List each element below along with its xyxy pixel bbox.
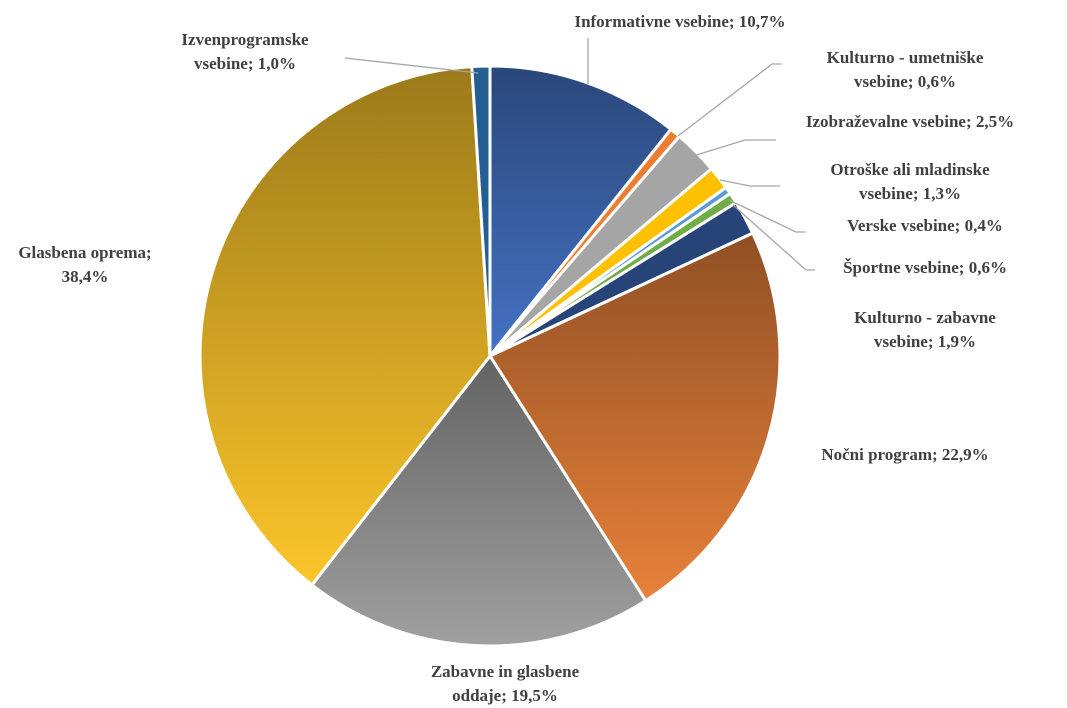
value-label: 38,4% (61, 267, 109, 286)
value-label: 1,0% (257, 54, 296, 73)
category-name: Kulturno - umetniške vsebine; (826, 48, 984, 91)
value-label: 1,9% (937, 332, 976, 351)
value-label: 10,7% (738, 12, 786, 31)
category-name: Informativne vsebine; (574, 12, 735, 31)
data-label: Informativne vsebine; 10,7% (480, 10, 880, 34)
data-label: Izvenprogramske vsebine; 1,0% (165, 28, 325, 76)
leader-line (344, 57, 479, 74)
data-label: Izobraževalne vsebine; 2,5% (750, 110, 1067, 134)
category-name: Športne vsebine; (843, 258, 965, 277)
value-label: 19,5% (511, 686, 558, 705)
data-label: Otroške ali mladinske vsebine; 1,3% (805, 158, 1015, 206)
category-name: Glasbena oprema; (18, 243, 152, 262)
pie-slice (198, 64, 492, 588)
leader-line (692, 139, 776, 157)
category-name: Kulturno - zabavne vsebine; (854, 308, 996, 351)
value-label: 1,3% (922, 184, 961, 203)
data-label: Glasbena oprema; 38,4% (3, 241, 168, 289)
pie-slice (470, 64, 492, 357)
category-name: Nočni program; (821, 445, 938, 464)
value-label: 0,4% (964, 216, 1003, 235)
leader-line (728, 199, 806, 233)
data-label: Verske vsebine; 0,4% (795, 214, 1055, 238)
value-label: 0,6% (917, 72, 956, 91)
data-label: Kulturno - zabavne vsebine; 1,9% (838, 306, 1013, 354)
category-name: Zabavne in glasbene oddaje; (430, 662, 580, 705)
data-label: Športne vsebine; 0,6% (795, 256, 1055, 280)
value-label: 2,5% (975, 112, 1015, 131)
category-name: Izvenprogramske vsebine; (181, 30, 309, 73)
data-label: Nočni program; 22,9% (775, 443, 1035, 467)
pie-slice (488, 64, 674, 361)
category-name: Otroške ali mladinske vsebine; (830, 160, 990, 203)
leader-line (719, 179, 780, 187)
data-label: Zabavne in glasbene oddaje; 19,5% (408, 660, 603, 708)
pie-slice (309, 353, 648, 648)
value-label: 0,6% (968, 258, 1007, 277)
leader-line (732, 204, 815, 271)
data-label: Kulturno - umetniške vsebine; 0,6% (818, 46, 993, 94)
category-name: Izobraževalne vsebine; (805, 112, 972, 131)
value-label: 22,9% (941, 445, 989, 464)
category-name: Verske vsebine; (847, 216, 961, 235)
pie-slice (487, 231, 782, 603)
leader-line (677, 63, 782, 137)
